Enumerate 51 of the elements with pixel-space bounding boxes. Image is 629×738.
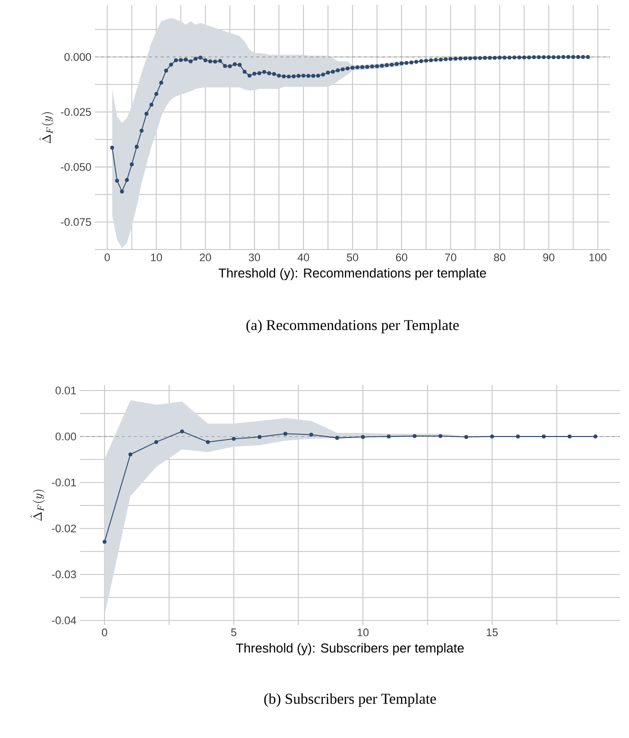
y-tick-label: -0.02 <box>52 524 76 532</box>
point <box>283 432 288 436</box>
point <box>438 434 442 438</box>
x-tick-label: 0 <box>104 254 110 262</box>
x-tick-label: 90 <box>543 254 554 262</box>
point <box>464 435 468 439</box>
x-tick-label: 70 <box>445 254 456 262</box>
point <box>412 434 417 438</box>
x-tick-label: 60 <box>396 254 408 262</box>
x-tick-label: 0 <box>102 628 108 636</box>
x-tick-label: 5 <box>231 628 236 636</box>
y-tick-label: -0.025 <box>60 108 92 116</box>
point <box>206 440 210 444</box>
y-tick-label: 0.01 <box>56 386 76 394</box>
x-axis-title: Threshold (y): Subscribers per template <box>236 643 464 656</box>
point <box>102 540 106 544</box>
x-axis-title: Threshold (y): Recommendations per template <box>218 268 486 280</box>
x-tick-label: 30 <box>248 254 260 262</box>
point <box>128 452 132 456</box>
y-tick-label: 0.00 <box>56 432 76 440</box>
y-tick-label: -0.050 <box>60 163 92 171</box>
y-tick-label: -0.075 <box>60 218 92 226</box>
y-tick-label: -0.03 <box>52 570 76 578</box>
point <box>360 435 365 439</box>
point <box>335 436 340 440</box>
point <box>516 434 520 438</box>
point <box>490 434 494 438</box>
text: (a) Recommendations per Template <box>246 320 459 334</box>
x-tick-label: 80 <box>494 254 506 262</box>
x-tick-label: 50 <box>346 254 358 262</box>
y-tick-label: -0.01 <box>52 478 76 486</box>
point <box>309 432 314 437</box>
point <box>232 436 236 441</box>
text: (b) Subscribers per Template <box>264 693 436 707</box>
point <box>386 434 391 438</box>
y-axis-title: $\hat{\Delta}_F(y)$ <box>30 490 45 521</box>
point <box>154 440 158 444</box>
x-tick-label: 15 <box>486 628 498 636</box>
point <box>568 434 572 438</box>
point <box>180 429 184 434</box>
x-tick-label: 40 <box>298 254 310 262</box>
y-axis-title: $\hat{\Delta}_F(y)$ <box>39 112 54 144</box>
y-tick-label: 0.000 <box>64 53 92 61</box>
point <box>258 435 262 439</box>
x-tick-label: 100 <box>589 254 606 262</box>
y-tick-label: -0.04 <box>52 616 76 624</box>
x-tick-label: 20 <box>200 254 212 262</box>
point <box>542 434 546 438</box>
x-tick-label: 10 <box>151 254 162 262</box>
point <box>594 434 598 438</box>
x-tick-label: 10 <box>358 628 369 636</box>
